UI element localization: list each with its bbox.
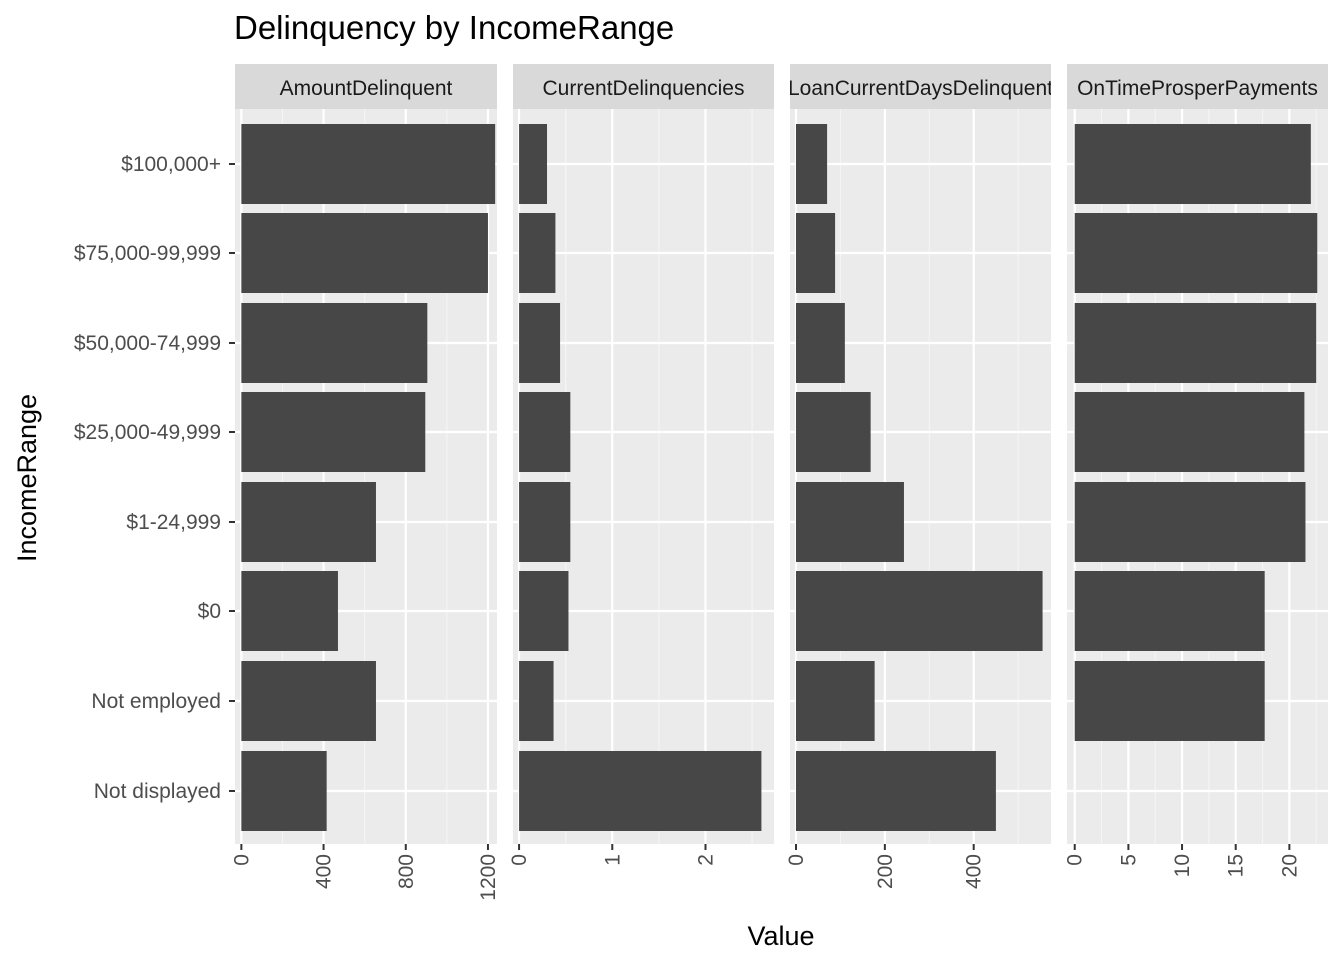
bar-0 [1074,571,1265,651]
x-tick-label: 0 [508,854,531,866]
bar-25-000-49-999 [519,392,571,472]
chart-title: Delinquency by IncomeRange [234,9,674,46]
bar-not-displayed [241,751,327,831]
y-tick-label: $50,000-74,999 [74,332,221,355]
facet-panel-ontimeprosperpayments: OnTimeProsperPayments 0 5 10 15 20 [1064,64,1328,877]
bar-not-displayed [519,751,762,831]
bar-100-000 [1074,124,1311,204]
y-tick-label: $0 [198,600,221,623]
y-axis: $100,000+ $75,000-99,999 $50,000-74,999 $25… [74,153,235,803]
x-tick-label: 0 [785,854,808,866]
x-tick-label: 15 [1225,854,1248,877]
bar-0 [241,571,338,651]
x-axis-title: Value [747,921,814,951]
x-tick-label: 400 [313,854,336,889]
x-tick-label: 800 [395,854,418,889]
bar-100-000 [241,124,496,204]
bar-75-000-99-999 [795,213,836,293]
bar-not-employed [241,661,376,741]
y-tick-label: $100,000+ [121,153,221,176]
y-tick-label: Not displayed [94,780,221,803]
bar-1-24-999 [795,482,904,562]
facet-strip-label: OnTimeProsperPayments [1077,77,1318,100]
x-tick-label: 20 [1278,854,1301,877]
facet-panel-loancurrentdaysdelinquent: LoanCurrentDaysDelinquent 0 200 400 [785,64,1053,889]
facet-strip-label: AmountDelinquent [280,77,453,100]
x-tick-label: 400 [963,854,986,889]
bar-0 [519,571,569,651]
x-tick-label: 1200 [477,854,500,901]
bar-not-employed [795,661,875,741]
x-tick-label: 5 [1117,854,1140,866]
bar-75-000-99-999 [241,213,488,293]
bar-50-000-74-999 [519,303,561,383]
y-tick-label: $75,000-99,999 [74,242,221,265]
x-tick-label: 1 [601,854,624,866]
x-tick-label: 0 [230,854,253,866]
panel-background [513,109,774,844]
bar-25-000-49-999 [795,392,871,472]
facet-strip-label: LoanCurrentDaysDelinquent [788,77,1053,100]
x-tick-label: 10 [1171,854,1194,877]
bar-1-24-999 [1074,482,1306,562]
y-tick-label: $1-24,999 [126,511,221,534]
facet-strip [513,64,774,109]
y-tick-label: Not employed [91,690,221,713]
bar-75-000-99-999 [1074,213,1318,293]
bar-100-000 [519,124,548,204]
bar-not-employed [519,661,554,741]
facet-strip [235,64,497,109]
y-axis-title: IncomeRange [12,394,42,562]
bar-75-000-99-999 [519,213,556,293]
bar-25-000-49-999 [241,392,426,472]
y-tick-label: $25,000-49,999 [74,421,221,444]
x-tick-label: 200 [874,854,897,889]
facet-strip-label: CurrentDelinquencies [543,77,745,100]
bar-1-24-999 [241,482,376,562]
bar-50-000-74-999 [241,303,428,383]
facet-panel-currentdelinquencies: CurrentDelinquencies 0 1 2 [508,64,774,866]
bar-not-displayed [795,751,996,831]
x-tick-label: 0 [1064,854,1087,866]
bar-0 [795,571,1043,651]
facet-panel-amountdelinquent: AmountDelinquent 0 400 800 1200 [230,64,500,901]
bar-100-000 [795,124,828,204]
facet-strip [1067,64,1328,109]
x-tick-label: 2 [694,854,717,866]
bar-1-24-999 [519,482,571,562]
bar-50-000-74-999 [795,303,845,383]
bar-50-000-74-999 [1074,303,1317,383]
facet-strip [790,64,1051,109]
bar-25-000-49-999 [1074,392,1305,472]
bar-not-employed [1074,661,1265,741]
